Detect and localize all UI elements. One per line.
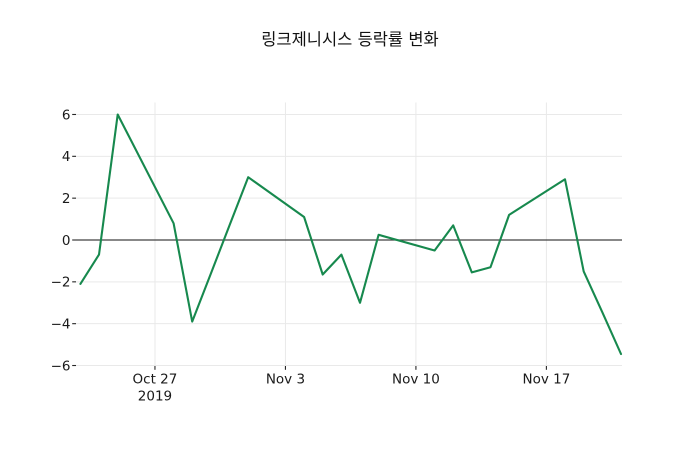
y-tick-label: −2: [51, 275, 71, 291]
y-tick-label: 2: [62, 191, 71, 207]
x-tick-label: Oct 27: [133, 372, 178, 388]
x-tick-label: Nov 17: [522, 372, 570, 388]
x-tick-label: Nov 10: [392, 372, 440, 388]
x-tick-label: Nov 3: [266, 372, 305, 388]
y-tick-label: 6: [62, 107, 71, 123]
y-tick-label: −4: [51, 316, 71, 332]
y-tick-label: 4: [62, 149, 71, 165]
y-tick-label: 0: [62, 233, 71, 249]
x-tick-year-label: 2019: [138, 389, 172, 405]
y-tick-label: −6: [51, 358, 71, 374]
chart-title: 링크제니시스 등락률 변화: [261, 30, 439, 49]
series-line: [79, 113, 623, 356]
